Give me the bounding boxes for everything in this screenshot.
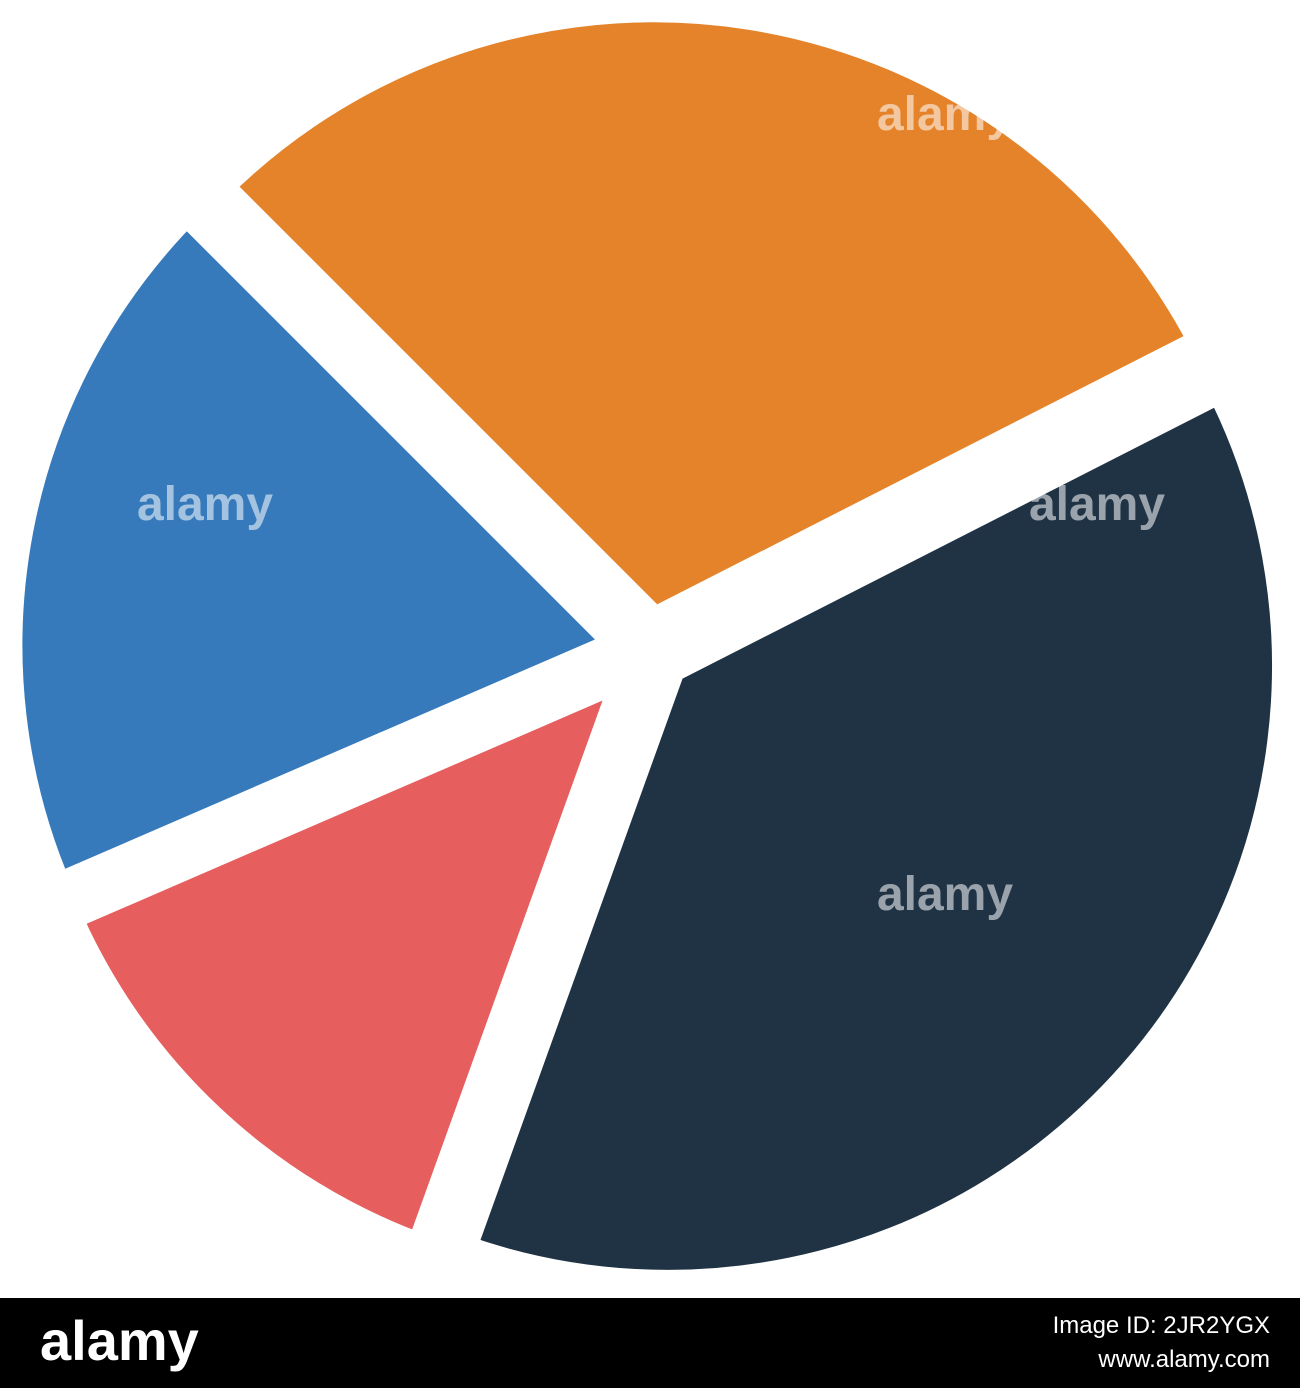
watermark-text: alamy [877, 868, 1013, 921]
image-url: www.alamy.com [1097, 1346, 1270, 1373]
pie-slice [434, 359, 1300, 1306]
footer-banner [0, 1298, 1300, 1388]
pie-slice [39, 634, 665, 1276]
image-id: Image ID: 2JR2YGX [1053, 1312, 1270, 1339]
pie-slice [0, 180, 658, 917]
pie-slice [188, 0, 1233, 649]
footer-brand: alamy [40, 1309, 199, 1372]
watermark-text: alamy [137, 478, 273, 531]
watermark-text: alamy [877, 88, 1013, 141]
watermarks: alamy alamy alamy alamy [137, 88, 1165, 921]
watermark-text: alamy [1029, 478, 1165, 531]
pie-chart [0, 0, 1300, 1306]
